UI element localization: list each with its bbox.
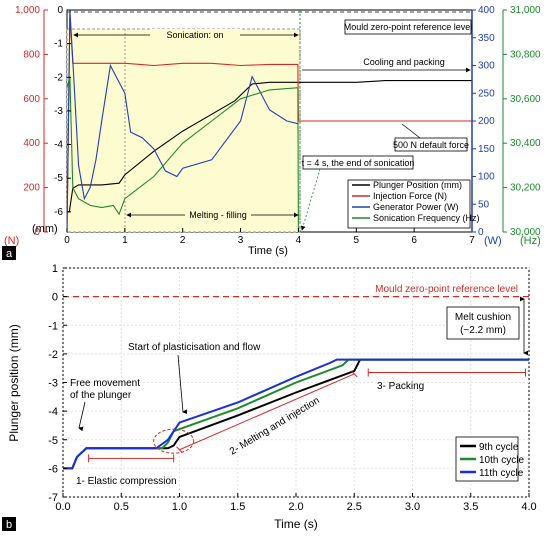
a-series-generator-power-w [66,9,299,233]
a-x-tick-label: 5 [354,235,360,246]
a-frequency-tick-label: 30,000 [510,227,541,238]
a-position-tick-label: 0 [57,5,63,16]
b-x-tick-label: 2.5 [347,501,362,513]
a-force-tick-label: 1,000 [15,5,40,16]
a-legend: Plunger Position (mm)Injection Force (N)… [347,179,480,229]
annotation-melt-cushion: Melt cushion [455,312,511,323]
panel-b-badge [2,517,16,531]
panel-a-label: a [6,248,13,260]
b-phase-bracket-end [350,370,358,378]
annotation-start-plasticisation: Start of plasticisation and flow [128,342,261,353]
a-frequency-tick-label: 31,000 [510,5,541,16]
b-zero-ref-label: Mould zero-point reference level [375,284,518,295]
a-force-tick-label: 600 [23,94,40,105]
b-x-tick-label: 3.5 [463,501,478,513]
b-x-tick-label: 4.0 [521,501,536,513]
a-position-tick-label: -2 [54,72,63,83]
a-frequency-tick-label: 30,800 [510,49,541,60]
a-legend-label: Plunger Position (mm) [373,180,462,190]
b-series-11th-cycle [63,358,529,470]
a-force-tick-label: 800 [23,49,40,60]
annotation-melt-cushion-value: (~2.2 mm) [460,325,506,336]
a-x-tick-label: 6 [411,235,417,246]
b-y-tick-label: -1 [48,320,58,332]
power-axis-unit: (W) [484,235,502,247]
a-x-tick-label: 1 [122,235,128,246]
annotation-elastic-compression: 1- Elastic compression [76,476,177,487]
annotation-cooling-packing: Cooling and packing [363,57,445,67]
a-frequency-tick-label: 30,200 [510,183,541,194]
panel-b: 0.0 0.5 1.0 1.5 2.0 2.5 3.0 3.5 4.0 1 0 -1 -2 -3 -4 -5 -… [2,263,537,531]
a-legend-label: Sonication Frequency (Hz) [373,213,480,223]
a-frequency-tick-label: 30,400 [510,138,541,149]
b-legend: 9th cycle 10th cycle 11th cycle [455,436,524,482]
b-y-tick-label: -6 [48,463,58,475]
b-y-tick-label: 0 [52,292,58,304]
b-y-tick-label: -3 [48,378,58,390]
b-y-tick-label: -2 [48,349,58,361]
annotation-free-movement-2: of the plunger [70,390,132,401]
a-x-axis-label: Time (s) [248,245,288,257]
annotation-sonication-on: Sonication: on [166,30,223,40]
b-y-tick-label: -4 [48,406,58,418]
a-force-tick-label: 400 [23,138,40,149]
a-power-tick-label: 200 [478,116,495,127]
a-x-tick-label: 0 [64,235,70,246]
a-force-tick-label: 200 [23,183,40,194]
a-x-tick-label: 7 [469,235,475,246]
a-x-tick-label: 3 [238,235,244,246]
annotation-default-force: 500 N default force [393,140,469,150]
b-y-tick-label: -7 [48,492,58,504]
panel-b-label: b [6,519,12,531]
a-x-tick-label: 2 [180,235,186,246]
a-legend-label: Generator Power (W) [373,202,459,212]
b-x-tick-label: 1.5 [230,501,245,513]
a-series-sonication-frequency-hz [66,76,299,233]
panel-a-badge [2,246,16,260]
b-y-tick-label: 1 [52,263,58,275]
b-x-tick-label: 0.5 [114,501,129,513]
b-legend-label: 11th cycle [479,468,524,479]
b-x-tick-label: 2.0 [288,501,303,513]
a-power-tick-label: 400 [478,5,495,16]
a-x-tick-label: 4 [296,235,302,246]
a-position-tick-label: -3 [54,106,63,117]
b-y-tick-label: -5 [48,435,58,447]
annotation-end-sonication: t = 4 s, the end of sonication [302,158,415,168]
force-axis-unit: (N) [4,235,19,247]
frequency-axis-unit: (Hz) [520,235,541,247]
annotation-free-movement: Free movement [70,378,140,389]
b-x-tick-label: 3.0 [405,501,420,513]
a-power-tick-label: 0 [478,227,484,238]
b-legend-label: 10th cycle [479,455,524,466]
a-power-tick-label: 150 [478,144,495,155]
a-series-plunger-position-mm [67,80,472,213]
position-axis-unit: (mm) [32,223,58,235]
a-position-tick-label: -1 [54,39,63,50]
b-phase-bracket-diagonal [179,373,355,451]
b-x-axis-label: Time (s) [274,517,318,531]
a-position-tick-label: -6 [54,207,63,218]
b-legend-label: 9th cycle [479,442,519,453]
a-power-tick-label: 350 [478,33,495,44]
b-x-tick-label: 0.0 [55,501,70,513]
a-position-tick-label: -5 [54,173,63,184]
b-y-axis-label: Plunger position (mm) [7,324,21,441]
a-power-tick-label: 50 [478,199,490,210]
a-force-tick-label: 0 [34,227,40,238]
b-x-tick-label: 1.0 [172,501,187,513]
a-legend-label: Injection Force (N) [373,191,447,201]
a-power-tick-label: 300 [478,61,495,72]
annotation-melting-filling: Melting - filling [189,210,247,220]
a-position-tick-label: -4 [54,140,63,151]
a-power-tick-label: 250 [478,88,495,99]
b-plasticisation-highlight [153,428,195,454]
a-frequency-tick-label: 30,600 [510,94,541,105]
a-series-injection-force-n [66,14,472,233]
panel-a: 0 1 2 3 4 5 6 70-1-2-3-4-5-61,00080060040020004… [2,5,541,260]
annotation-packing: 3- Packing [377,381,424,392]
a-power-tick-label: 100 [478,172,495,183]
annotation-zero-ref: Mould zero-point reference level [344,22,473,32]
